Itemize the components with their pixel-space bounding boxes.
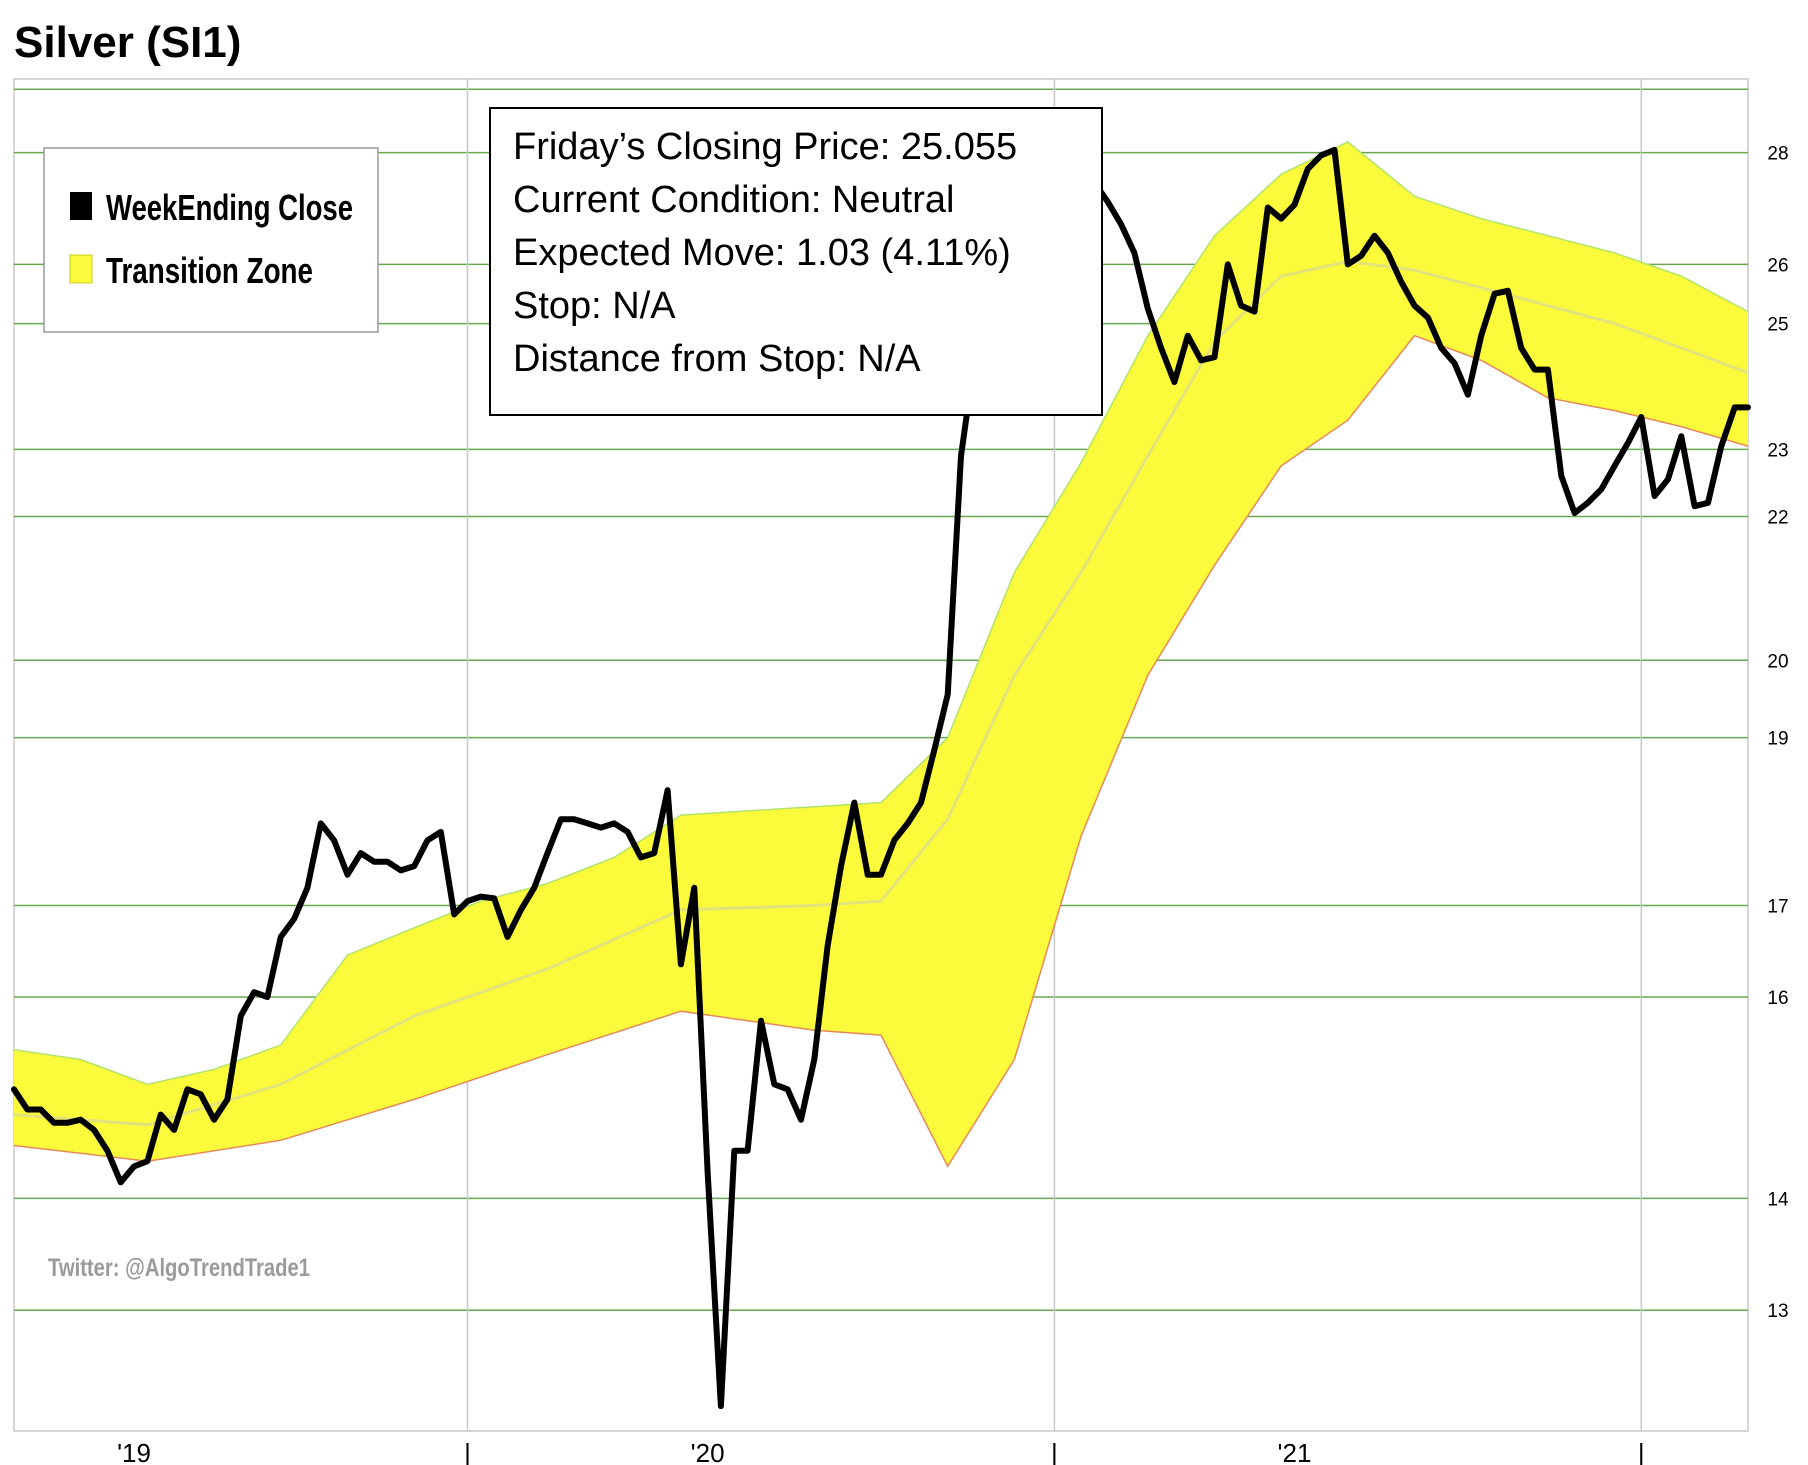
y-tick-label: 26 <box>1767 255 1788 276</box>
legend-box <box>43 147 379 333</box>
legend-zone-label: Transition Zone <box>106 250 313 291</box>
y-tick-label: 23 <box>1767 440 1788 461</box>
zone-lower-edge <box>13 334 1749 1168</box>
x-tick-label: '20 <box>691 1438 725 1465</box>
watermark: Twitter: @AlgoTrendTrade1 <box>48 1254 310 1282</box>
y-tick-label: 14 <box>1767 1189 1789 1210</box>
x-axis: '19 | '20 | '21 | <box>117 1438 1645 1465</box>
stop: Stop: N/A <box>513 285 676 327</box>
y-tick-label: 19 <box>1767 729 1788 750</box>
legend-close-label: WeekEnding Close <box>106 187 353 228</box>
zone-upper-edge <box>13 141 1749 1086</box>
legend-zone-swatch <box>69 254 93 284</box>
close-line <box>11 146 1751 1410</box>
close-line-group <box>11 146 1751 1410</box>
x-tick-label: | <box>464 1438 471 1465</box>
distance-from-stop: Distance from Stop: N/A <box>513 338 921 380</box>
y-tick-label: 16 <box>1767 988 1788 1009</box>
info-box-frame <box>489 107 1103 416</box>
zone-midline <box>13 259 1749 1127</box>
zone-fill <box>14 141 1748 1167</box>
x-tick-label: | <box>1638 1438 1645 1465</box>
current-condition: Current Condition: Neutral <box>513 179 954 221</box>
x-tick-label: '19 <box>117 1438 151 1465</box>
info-box: Friday’s Closing Price: 25.055 Current C… <box>489 107 1103 416</box>
y-tick-label: 28 <box>1767 144 1788 165</box>
closing-price: Friday’s Closing Price: 25.055 <box>513 126 1017 168</box>
y-tick-label: 22 <box>1767 507 1788 528</box>
page-title: Silver (SI1) <box>14 18 242 67</box>
legend-close-swatch <box>70 192 92 220</box>
transition-zone <box>13 141 1749 1168</box>
y-axis: 28 26 25 23 22 20 19 17 16 14 13 <box>1767 144 1789 1323</box>
x-tick-label: | <box>1051 1438 1058 1465</box>
legend: WeekEnding Close Transition Zone <box>43 147 379 333</box>
y-tick-label: 13 <box>1767 1301 1788 1322</box>
y-tick-label: 17 <box>1767 896 1788 917</box>
y-tick-label: 25 <box>1767 315 1788 336</box>
expected-move: Expected Move: 1.03 (4.11%) <box>513 232 1011 274</box>
x-tick-label: '21 <box>1278 1438 1312 1465</box>
y-tick-label: 20 <box>1767 651 1788 672</box>
